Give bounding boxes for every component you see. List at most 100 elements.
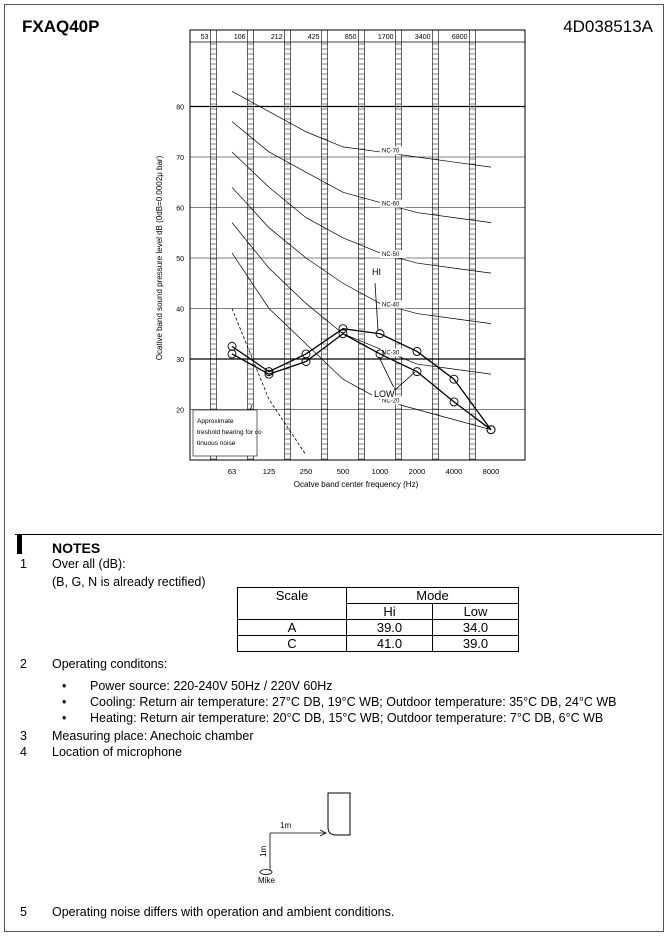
nc-label-bg [380, 300, 406, 309]
x-tick-label: 1000 [372, 467, 389, 476]
data-point [486, 425, 496, 435]
plot-frame [189, 29, 526, 461]
x-tick-label: 63 [228, 467, 236, 476]
x-tick-label: 2000 [409, 467, 426, 476]
x-tick-label: 4000 [446, 467, 463, 476]
nc-curve [231, 91, 492, 168]
x-tick-label: 250 [300, 467, 313, 476]
series-line [231, 332, 492, 431]
series-annotation: LOW [374, 389, 395, 399]
chart: Ocatve band center frequency (Hz) Ocativ… [155, 29, 526, 489]
data-point [375, 349, 385, 359]
item-number: 2 [20, 657, 27, 671]
band-edge-label: 106 [234, 34, 246, 41]
notes-heading: NOTES [52, 540, 101, 556]
data-point [412, 367, 422, 377]
nc-label-bg [380, 146, 406, 155]
data-point [412, 346, 422, 356]
nc-label: NC-30 [382, 350, 400, 356]
table-cell: 39.0 [346, 619, 433, 636]
data-point [449, 397, 459, 407]
page-border [4, 4, 664, 932]
x-tick-label: 8000 [483, 467, 500, 476]
item-text: Measuring place: Anechoic chamber [52, 729, 254, 743]
table-header: Scale [237, 587, 347, 620]
series-line [231, 328, 492, 431]
x-tick-label: 500 [337, 467, 350, 476]
y-tick-label: 20 [176, 408, 184, 415]
nc-curve [231, 252, 492, 431]
data-point [338, 324, 348, 334]
band-edge-label: 53 [201, 34, 209, 41]
data-point [449, 374, 459, 384]
table-subheader: Low [432, 603, 519, 620]
bullet: • [62, 711, 67, 725]
nc-curve [231, 222, 492, 375]
mic-label: Mike [258, 876, 275, 885]
mic-diagram: 1m 1m Mike [258, 792, 351, 885]
label-bg [370, 265, 384, 277]
y-tick-label: 80 [176, 105, 184, 112]
x-axis-label: Ocatve band center frequency (Hz) [294, 480, 419, 489]
table-cell: 39.0 [432, 635, 519, 652]
heading-bar [17, 534, 22, 554]
dim-label: 1m [280, 821, 291, 830]
data-point [338, 329, 348, 339]
series-annotation: HI [372, 267, 381, 277]
band-edge-label: 850 [345, 34, 357, 41]
threshold-box [192, 409, 258, 457]
nc-curve [231, 187, 492, 324]
y-tick-label: 50 [176, 256, 184, 263]
data-point [375, 329, 385, 339]
y-tick-label: 70 [176, 155, 184, 162]
noise-table: Scale Mode Hi Low A 39.0 34.0 C 41.0 39.… [237, 587, 519, 652]
item-number: 5 [20, 905, 27, 919]
y-axis-label: Ocative band sound pressure level dB (0d… [155, 155, 164, 360]
bullet-text: Cooling: Return air temperature: 27°C DB… [90, 695, 617, 709]
item-text: (B, G, N is already rectified) [52, 575, 206, 589]
unit-outline [327, 792, 351, 836]
table-subheader: Hi [346, 603, 433, 620]
hi-arrow [374, 282, 379, 331]
table-cell: 41.0 [346, 635, 433, 652]
bullet-text: Heating: Return air temperature: 20°C DB… [90, 711, 604, 725]
band-edge-label: 425 [308, 34, 320, 41]
y-tick-label: 60 [176, 206, 184, 213]
nc-curve [231, 151, 492, 274]
item-number: 3 [20, 729, 27, 743]
doc-title: FXAQ40P [22, 17, 100, 36]
data-point [301, 357, 311, 366]
item-text: Operating conditons: [52, 657, 168, 671]
data-point [264, 369, 274, 379]
nc-curve [231, 121, 492, 223]
item-number: 1 [20, 557, 27, 571]
nc-label: NC-70 [382, 148, 400, 154]
y-tick-label: 40 [176, 307, 184, 314]
nc-label-bg [380, 396, 406, 405]
band-edge-label: 212 [271, 34, 283, 41]
dim-label: 1m [259, 846, 268, 857]
low-arrow [394, 371, 416, 391]
low-arrow [378, 356, 396, 391]
item-text: Over all (dB): [52, 557, 126, 571]
doc-code: 4D038513A [563, 17, 653, 36]
table-cell: 34.0 [432, 619, 519, 636]
nc-label-bg [380, 348, 406, 357]
band-edge-label: 3400 [415, 34, 431, 41]
nc-label-bg [380, 199, 406, 208]
bullet: • [62, 679, 67, 693]
separator [15, 534, 662, 535]
y-tick-label: 30 [176, 357, 184, 364]
item-number: 4 [20, 745, 27, 759]
item-text: Operating noise differs with operation a… [52, 905, 395, 919]
band-edge-label: 6800 [452, 34, 468, 41]
mic-icon [259, 869, 273, 875]
nc-label: NC-60 [382, 202, 400, 208]
threshold-curve [231, 308, 307, 456]
table-cell: C [237, 635, 347, 652]
table-header: Mode [346, 587, 519, 604]
band-edge-label: 1700 [378, 34, 394, 41]
label-bg [372, 387, 394, 399]
item-text: Location of microphone [52, 745, 182, 759]
